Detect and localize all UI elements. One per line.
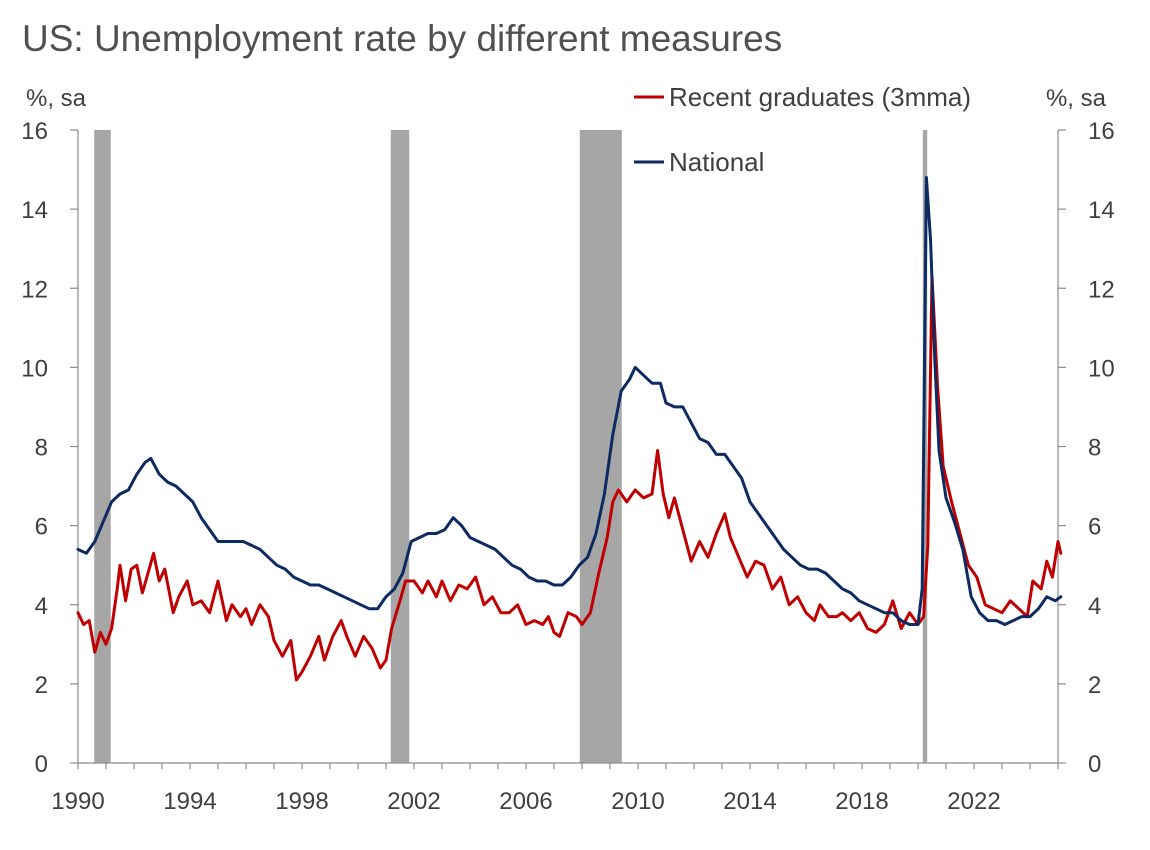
left-y-tick-label: 10: [21, 355, 48, 382]
right-y-tick-label: 6: [1088, 514, 1101, 541]
right-y-tick-label: 4: [1088, 593, 1101, 620]
x-tick-label: 2014: [723, 788, 776, 815]
x-tick-label: 1990: [51, 788, 104, 815]
x-tick-label: 1998: [275, 788, 328, 815]
left-y-tick-label: 2: [35, 672, 48, 699]
x-tick-label: 2002: [387, 788, 440, 815]
axes: 0 0 2 2 4 4 6 6 8 8 10 10 12 12 14 14 16 16 1990 1994 1998 20…: [21, 85, 1114, 815]
series-lines: [76, 176, 1063, 682]
x-tick-label: 2022: [947, 788, 1000, 815]
left-axis-unit-label: %, sa: [26, 85, 87, 112]
legend: Recent graduates (3mma) National: [634, 82, 971, 177]
left-y-tick-label: 4: [35, 593, 48, 620]
recession-band: [579, 130, 622, 763]
recent-graduates-line: [76, 274, 1063, 682]
right-y-tick-label: 0: [1088, 751, 1101, 778]
left-y-tick-label: 16: [21, 118, 48, 145]
x-tick-label: 2018: [835, 788, 888, 815]
recession-bands: [94, 130, 928, 763]
recession-band: [390, 130, 410, 763]
chart-title: US: Unemployment rate by different measu…: [22, 18, 783, 59]
national-line: [76, 176, 1063, 626]
recession-band: [94, 130, 111, 763]
left-y-tick-label: 14: [21, 197, 48, 224]
right-y-tick-label: 16: [1088, 118, 1115, 145]
legend-recent-graduates-label: Recent graduates (3mma): [669, 82, 971, 112]
right-y-tick-label: 10: [1088, 355, 1115, 382]
x-tick-label: 2010: [611, 788, 664, 815]
x-tick-label: 2006: [499, 788, 552, 815]
left-y-tick-label: 12: [21, 276, 48, 303]
right-y-tick-label: 2: [1088, 672, 1101, 699]
right-y-tick-label: 14: [1088, 197, 1115, 224]
legend-national-label: National: [669, 147, 764, 177]
right-axis-unit-label: %, sa: [1046, 85, 1107, 112]
left-y-tick-label: 0: [35, 751, 48, 778]
x-tick-label: 1994: [163, 788, 216, 815]
left-y-tick-label: 6: [35, 514, 48, 541]
right-y-tick-label: 8: [1088, 435, 1101, 462]
left-y-tick-label: 8: [35, 435, 48, 462]
right-y-tick-label: 12: [1088, 276, 1115, 303]
